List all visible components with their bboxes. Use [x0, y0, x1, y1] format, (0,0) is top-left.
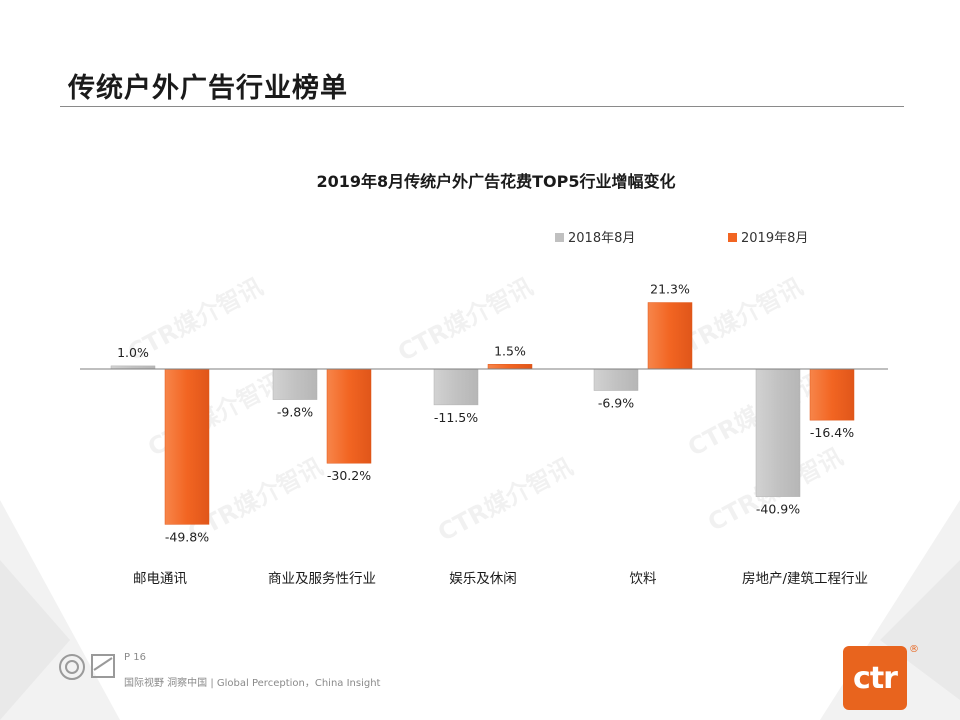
bar-2018-2 [433, 368, 479, 406]
bar-2018-1 [272, 368, 318, 400]
page-number: P 16 [124, 652, 146, 663]
bar-2018-3 [593, 368, 639, 391]
legend-swatch-0 [555, 233, 564, 242]
registered-mark: ® [909, 644, 919, 655]
data-label: 1.5% [494, 343, 526, 358]
chart-title: 2019年8月传统户外广告花费TOP5行业增幅变化 [316, 172, 675, 191]
bar-2019-4 [809, 368, 855, 421]
data-label: -40.9% [756, 502, 800, 517]
category-label: 邮电通讯 [133, 571, 187, 587]
legend-label-0: 2018年8月 [568, 231, 635, 246]
page-title: 传统户外广告行业榜单 [68, 73, 348, 104]
data-label: -11.5% [434, 410, 478, 425]
bar-2019-2 [487, 364, 533, 370]
category-label: 商业及服务性行业 [268, 571, 376, 587]
footer-tagline: 国际视野 洞察中国 | Global Perception，China Insi… [124, 678, 381, 689]
data-label: 21.3% [650, 282, 690, 297]
data-label: 1.0% [117, 345, 149, 360]
bar-2019-3 [647, 302, 693, 370]
data-label: -9.8% [277, 405, 313, 420]
bar-2019-0 [164, 368, 210, 525]
category-label: 娱乐及休闲 [449, 571, 517, 587]
category-label: 房地产/建筑工程行业 [742, 571, 868, 587]
bar-2019-1 [326, 368, 372, 464]
data-label: -16.4% [810, 425, 854, 440]
corner-facet [0, 560, 70, 720]
data-label: -30.2% [327, 468, 371, 483]
certification-badge-icon [59, 654, 115, 680]
bar-2018-4 [755, 368, 801, 497]
corner-facet [880, 560, 960, 700]
data-label: -6.9% [598, 396, 634, 411]
data-label: -49.8% [165, 529, 209, 544]
legend-swatch-1 [728, 233, 737, 242]
title-divider [60, 106, 904, 107]
category-label: 饮料 [630, 571, 658, 587]
ctr-logo: ctr [843, 646, 907, 710]
legend-label-1: 2019年8月 [741, 231, 808, 246]
